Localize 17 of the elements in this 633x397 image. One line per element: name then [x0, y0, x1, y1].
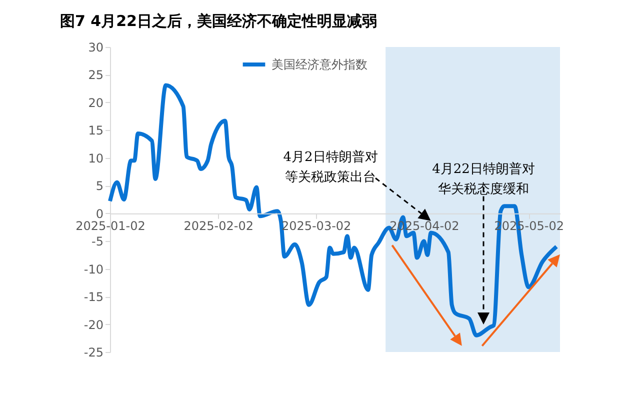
y-tick-label: -5 — [92, 234, 104, 249]
legend-label: 美国经济意外指数 — [272, 58, 368, 72]
y-tick-label: -20 — [84, 318, 104, 332]
y-tick-label: 30 — [88, 40, 104, 54]
y-tick-label: -10 — [84, 262, 104, 276]
y-tick-label: 25 — [88, 68, 104, 82]
annotation: 4月2日特朗普对等关税政策出台 — [283, 148, 378, 185]
y-tick-label: 0 — [96, 206, 104, 221]
y-tick-label: 20 — [88, 96, 104, 110]
x-tick-label: 2025-01-02 — [76, 218, 146, 233]
y-tick-label: -25 — [84, 346, 104, 360]
chart-title: 图7 4月22日之后，美国经济不确定性明显减弱 — [60, 12, 377, 30]
x-tick-label: 2025-02-02 — [184, 218, 254, 233]
y-tick-label: 10 — [88, 151, 104, 166]
y-tick-label: 15 — [88, 124, 104, 138]
y-tick-label: -15 — [84, 290, 104, 304]
y-tick-label: 5 — [96, 179, 104, 194]
